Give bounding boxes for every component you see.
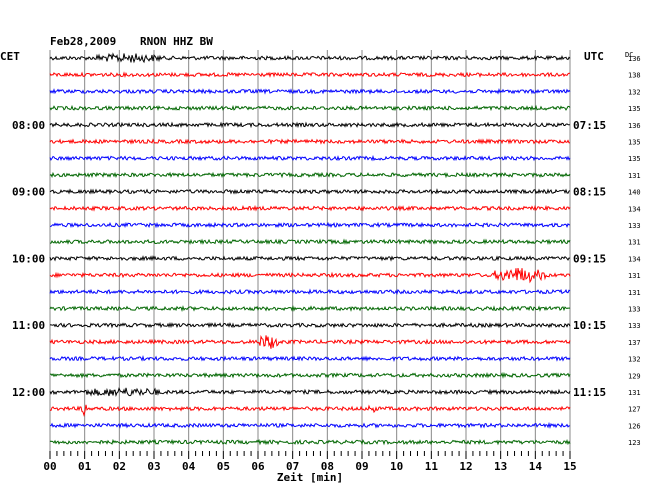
seismic-trace [49, 71, 571, 79]
x-axis-label: Zeit [min] [277, 471, 343, 484]
x-tick-label: 00 [43, 460, 56, 473]
x-tick-label: 13 [494, 460, 507, 473]
x-tick-label: 05 [217, 460, 230, 473]
right-time-label: 07:15 [573, 119, 606, 132]
seismic-trace [49, 438, 571, 446]
chart-title-station: RNON HHZ BW [140, 35, 213, 48]
seismic-trace [49, 88, 571, 95]
dc-offset-header: DC [625, 51, 633, 59]
x-tick-label: 07 [286, 460, 299, 473]
dc-offset-label: 131 [628, 289, 641, 297]
right-timezone-label: UTC [584, 50, 604, 63]
x-tick-label: 09 [355, 460, 368, 473]
dc-offset-label: 131 [628, 172, 641, 180]
dc-offset-label: 131 [628, 272, 641, 280]
seismic-trace [49, 335, 571, 349]
x-tick-label: 11 [425, 460, 439, 473]
seismic-trace [49, 404, 571, 418]
dc-offset-label: 138 [628, 72, 641, 80]
x-axis-ticks: 00 01 02 03 04 05 06 07 08 09 10 11 12 13 14 15 [43, 451, 577, 473]
seismic-trace [49, 221, 571, 229]
seismic-trace [49, 255, 571, 262]
dc-offset-label: 133 [628, 222, 641, 230]
dc-offset-label: 132 [628, 356, 641, 364]
dc-offset-label: 136 [628, 122, 641, 130]
seismic-traces: 136 138 132 135 136 135 135 131 140 134 133 131 134 1… [12, 52, 641, 447]
dc-offset-label: 133 [628, 322, 641, 330]
left-time-label: 11:00 [12, 319, 45, 332]
seismic-trace [49, 421, 571, 429]
x-tick-label: 01 [78, 460, 92, 473]
x-tick-label: 14 [529, 460, 543, 473]
dc-offset-label: 136 [628, 55, 641, 63]
dc-offset-label: 129 [628, 372, 641, 380]
seismic-trace [49, 304, 571, 312]
seismic-trace [49, 355, 571, 363]
x-tick-label: 06 [251, 460, 265, 473]
left-time-label: 12:00 [12, 386, 45, 399]
seismic-trace [49, 52, 571, 64]
x-tick-label: 04 [182, 460, 196, 473]
dc-offset-label: 140 [628, 189, 641, 197]
x-tick-label: 15 [563, 460, 576, 473]
minute-grid [49, 50, 571, 451]
dc-offset-label: 134 [628, 255, 641, 263]
seismic-trace [49, 288, 571, 296]
x-tick-label: 12 [459, 460, 472, 473]
dc-offset-label: 123 [628, 439, 641, 447]
dc-offset-label: 133 [628, 306, 641, 314]
x-tick-label: 08 [321, 460, 334, 473]
left-time-label: 10:00 [12, 252, 45, 265]
dc-offset-label: 137 [628, 339, 641, 347]
seismic-trace [49, 171, 571, 179]
seismic-trace [49, 154, 571, 162]
right-time-label: 09:15 [573, 252, 606, 265]
dc-offset-label: 127 [628, 406, 641, 414]
seismic-trace [49, 188, 571, 195]
dc-offset-label: 135 [628, 139, 641, 147]
left-time-label: 09:00 [12, 186, 45, 199]
dc-offset-label: 132 [628, 88, 641, 96]
dc-offset-label: 135 [628, 155, 641, 163]
left-time-label: 08:00 [12, 119, 45, 132]
seismic-trace [49, 138, 571, 145]
dc-offset-label: 131 [628, 239, 641, 247]
seismic-trace [49, 238, 571, 246]
seismic-trace [49, 121, 571, 129]
dc-offset-label: 135 [628, 105, 641, 113]
seismic-trace [49, 387, 571, 398]
x-tick-label: 03 [147, 460, 160, 473]
chart-title-date: Feb28,2009 [50, 35, 116, 48]
seismic-trace [49, 321, 571, 329]
left-timezone-label: CET [0, 50, 20, 63]
x-tick-label: 10 [390, 460, 403, 473]
right-time-label: 08:15 [573, 186, 606, 199]
right-time-label: 10:15 [573, 319, 606, 332]
seismic-trace [49, 204, 571, 212]
seismic-trace [49, 104, 571, 112]
right-time-label: 11:15 [573, 386, 606, 399]
dc-offset-label: 134 [628, 205, 641, 213]
seismic-trace [49, 371, 571, 379]
seismic-trace [49, 267, 571, 284]
dc-offset-label: 126 [628, 422, 641, 430]
dc-offset-label: 131 [628, 389, 641, 397]
x-tick-label: 02 [113, 460, 126, 473]
